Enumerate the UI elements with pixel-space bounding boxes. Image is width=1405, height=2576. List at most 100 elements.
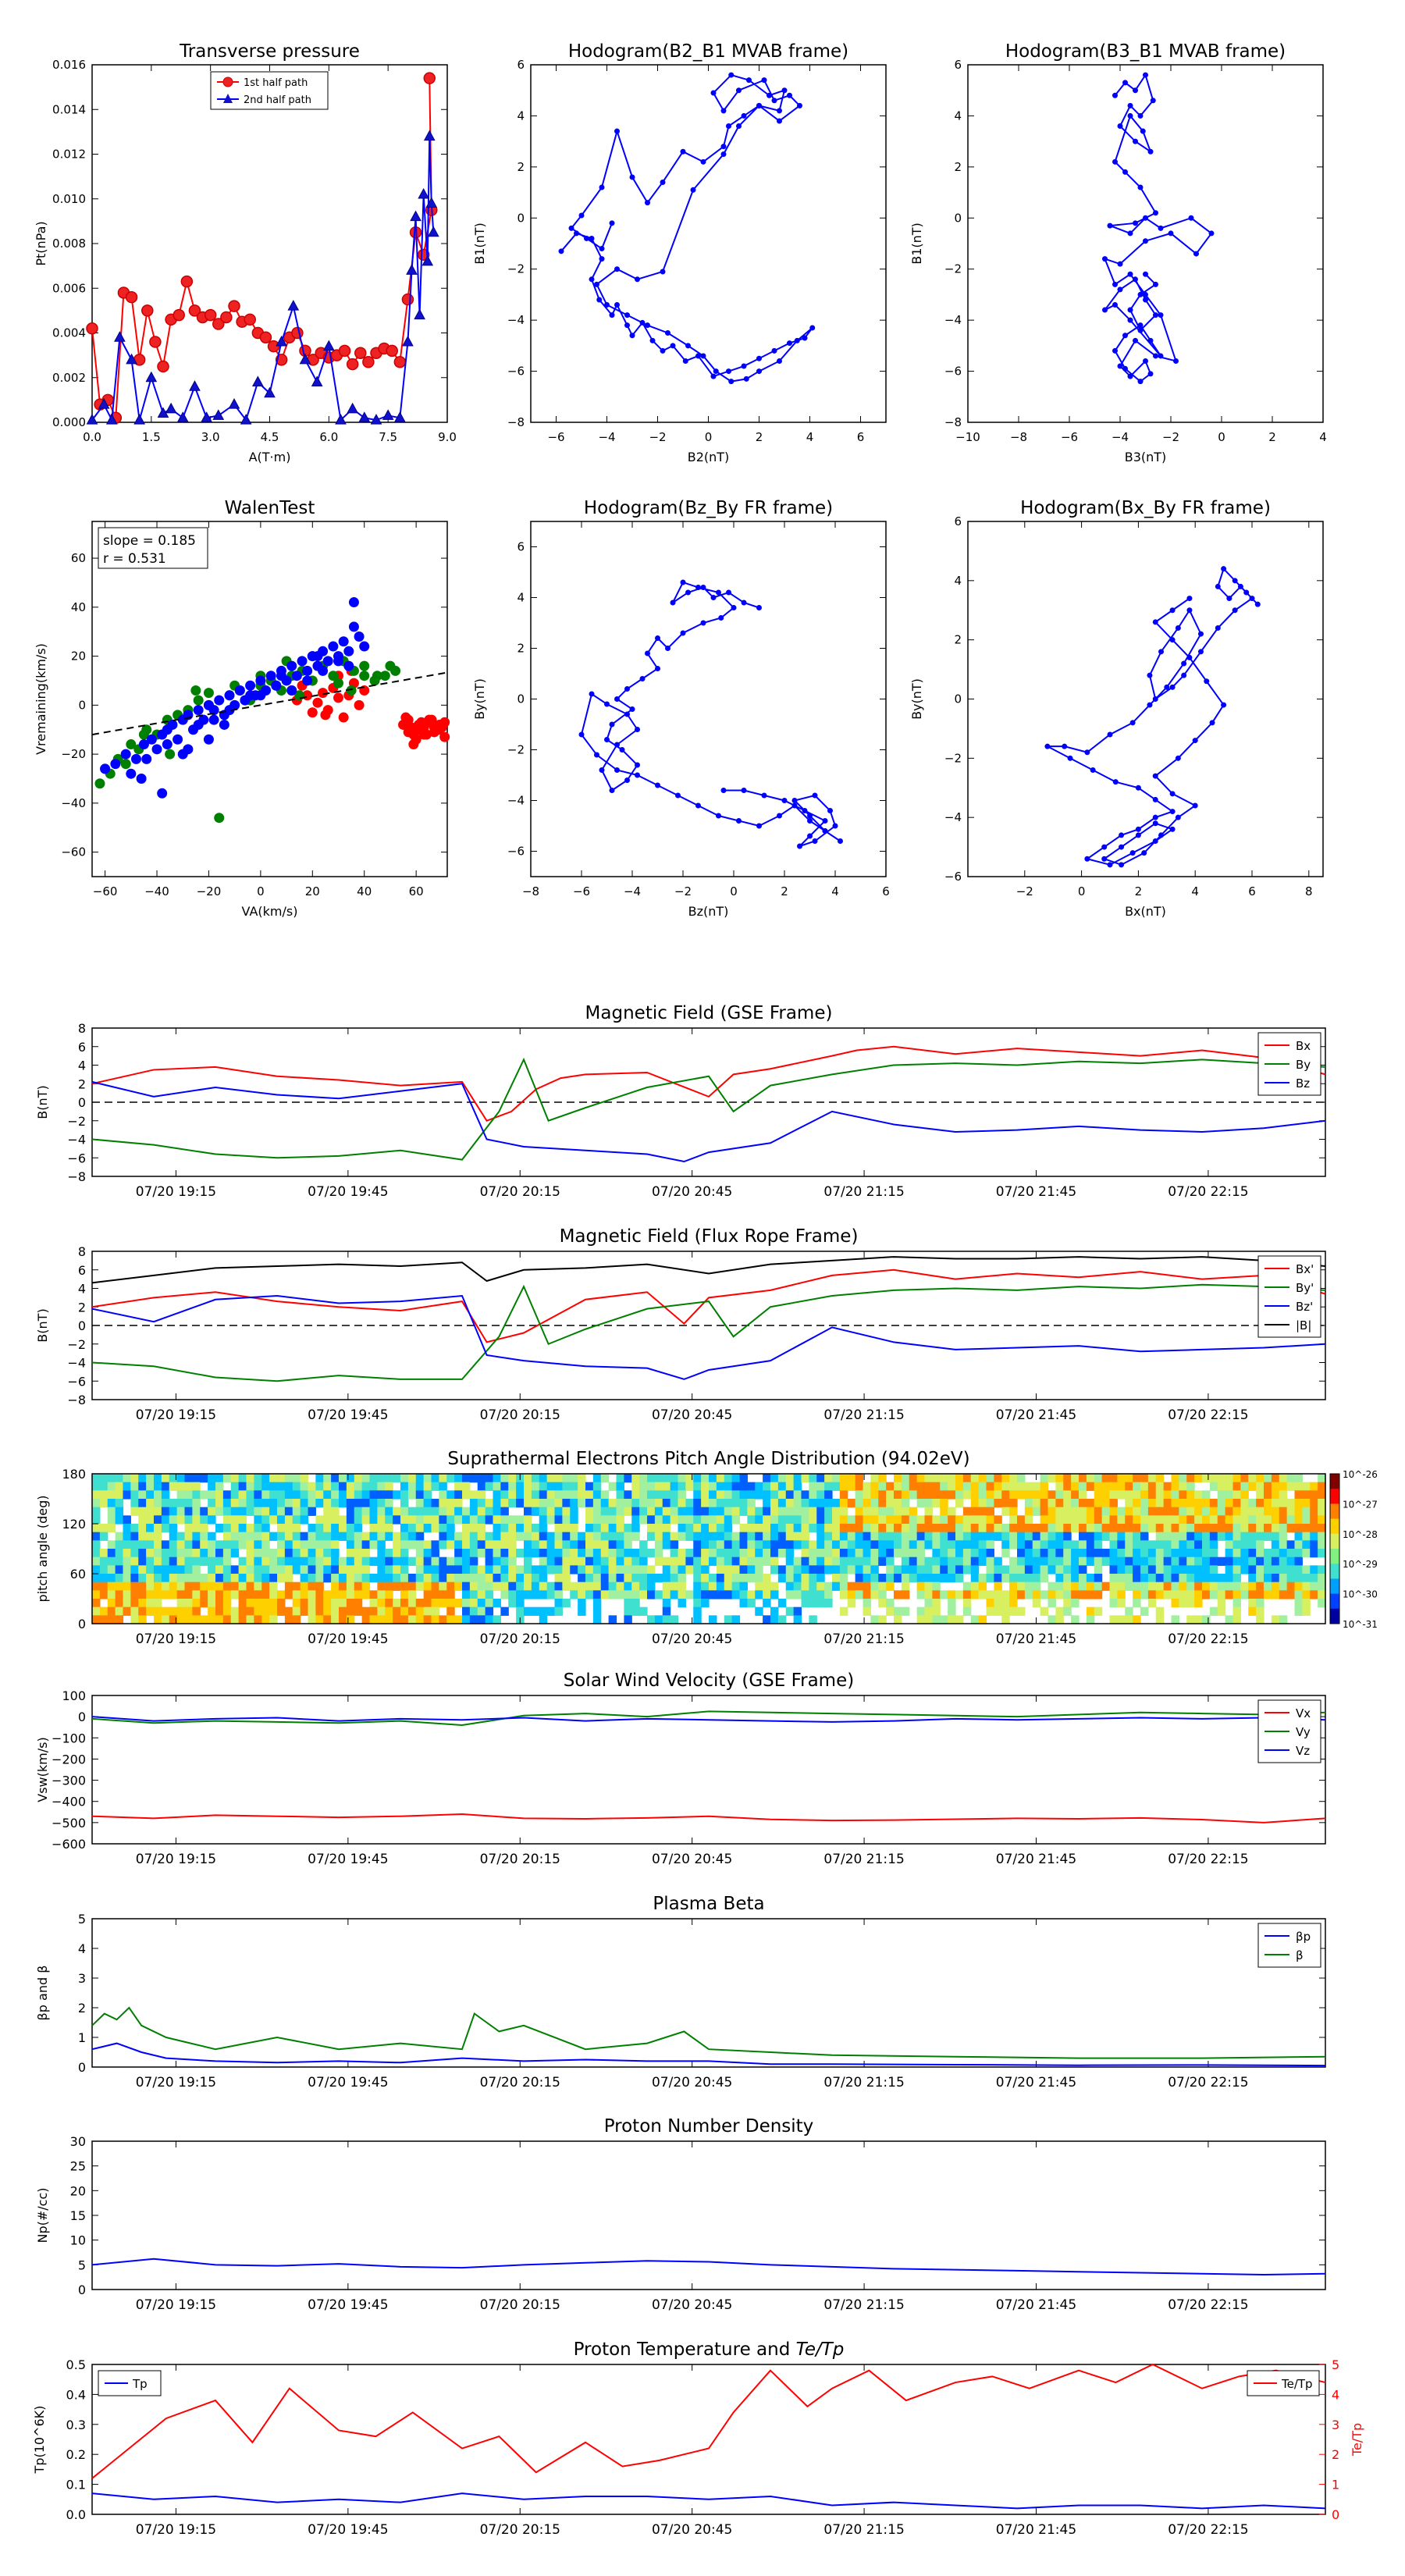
pad-cell: [516, 1606, 525, 1616]
pad-cell: [647, 1590, 656, 1599]
h2-xtick-label: −6: [1061, 430, 1078, 444]
walen-point-blue: [126, 768, 137, 779]
pad-cell: [1271, 1582, 1280, 1591]
pad-cell: [1048, 1490, 1056, 1500]
np-time-label: 07/20 20:45: [652, 2297, 732, 2313]
pad-cell: [531, 1532, 540, 1541]
pad-cell: [701, 1540, 710, 1550]
pad-cell: [477, 1590, 486, 1599]
h1-point: [756, 368, 762, 375]
pad-cell: [323, 1474, 332, 1483]
pad-cell: [524, 1549, 532, 1558]
pad-cell: [546, 1499, 556, 1508]
pad-cell: [208, 1615, 216, 1624]
pad-cell: [901, 1490, 910, 1500]
pad-cell: [1271, 1540, 1280, 1550]
pad-cell: [323, 1524, 332, 1533]
pad-cell: [222, 1540, 232, 1550]
pad-cell: [870, 1565, 879, 1574]
pad-cell: [678, 1524, 686, 1533]
pad-cell: [393, 1565, 401, 1574]
pad-cell: [816, 1565, 825, 1574]
pad-cell: [323, 1615, 332, 1624]
pad-cell: [292, 1482, 301, 1491]
pad-cell: [894, 1615, 902, 1624]
h2-point: [1143, 271, 1148, 277]
pad-cell: [315, 1482, 324, 1491]
pad-cell: [608, 1482, 617, 1491]
pad-cell: [99, 1499, 108, 1508]
pad-cell: [870, 1507, 879, 1516]
vsw-ytick-label: −600: [52, 1837, 86, 1852]
pad-cell: [855, 1574, 864, 1583]
pad-cell: [1209, 1549, 1218, 1558]
pad-cell: [701, 1482, 710, 1491]
pad-cell: [1109, 1599, 1118, 1608]
h2-point: [1143, 238, 1148, 244]
pad-cell: [1140, 1565, 1149, 1574]
pad-cell: [578, 1549, 586, 1558]
pad-cell: [92, 1474, 101, 1483]
pad-cell: [400, 1507, 409, 1516]
pad-cell: [1063, 1574, 1072, 1583]
pad-cell: [377, 1532, 386, 1541]
pad-cell: [508, 1482, 517, 1491]
pad-cell: [608, 1615, 617, 1624]
pad-cell: [924, 1507, 933, 1516]
pad-cell: [339, 1606, 347, 1616]
pad-cell: [731, 1540, 741, 1550]
pad-frame: [91, 1473, 1326, 1624]
pad-cell: [1024, 1565, 1033, 1574]
pad-cell: [1310, 1549, 1318, 1558]
pad-cell: [1117, 1599, 1126, 1608]
pad-cell: [300, 1540, 309, 1550]
pad-cell: [701, 1507, 710, 1516]
pad-cell: [107, 1582, 116, 1591]
pad-cell: [485, 1574, 494, 1583]
h2-point: [1127, 373, 1133, 379]
pad-cell: [670, 1490, 679, 1500]
pad-cell: [654, 1540, 663, 1550]
pad-cell: [1147, 1482, 1157, 1491]
pad-cell: [585, 1540, 594, 1550]
pad-cell: [354, 1532, 363, 1541]
pad-cell: [261, 1507, 270, 1516]
pad-title: Suprathermal Electrons Pitch Angle Distr…: [447, 1449, 969, 1469]
pad-cell: [1001, 1532, 1010, 1541]
pad-cell: [269, 1549, 278, 1558]
h2-point: [1112, 347, 1118, 354]
pad-cell: [1217, 1599, 1226, 1608]
pad-cell: [516, 1574, 525, 1583]
walen-point-green: [385, 660, 396, 671]
pad-cell: [932, 1549, 941, 1558]
pad-cell: [731, 1499, 741, 1508]
h4-ytick-label: 4: [954, 574, 962, 588]
pad-cell: [554, 1515, 563, 1525]
pad-cell: [785, 1499, 795, 1508]
pad-cell: [431, 1590, 439, 1599]
tp-title-main: Proton Temperature and: [574, 2339, 796, 2360]
pad-cell: [346, 1482, 355, 1491]
pad-cell: [1155, 1549, 1165, 1558]
pt-marker-triangle: [427, 226, 439, 237]
pad-cell: [277, 1532, 286, 1541]
pad-cell: [192, 1532, 201, 1541]
pad-cell: [816, 1524, 825, 1533]
pad-cell: [624, 1499, 632, 1508]
pad-cell: [770, 1499, 779, 1508]
pad-cell: [1086, 1557, 1095, 1566]
bfr-ytick-label: −2: [67, 1337, 86, 1352]
pad-cell: [1202, 1557, 1211, 1566]
pad-cell: [500, 1482, 509, 1491]
pad-cell: [1140, 1490, 1149, 1500]
pad-cell: [1032, 1532, 1041, 1541]
pad-cell: [415, 1507, 425, 1516]
h4-point: [1186, 607, 1193, 614]
pad-cell: [138, 1582, 147, 1591]
h2-ytick-label: 4: [954, 109, 962, 123]
pt-series-1: [91, 136, 435, 423]
pad-cell: [1063, 1599, 1072, 1608]
pad-cell: [123, 1540, 131, 1550]
pad-cell: [909, 1540, 918, 1550]
pad-cell: [654, 1590, 663, 1599]
